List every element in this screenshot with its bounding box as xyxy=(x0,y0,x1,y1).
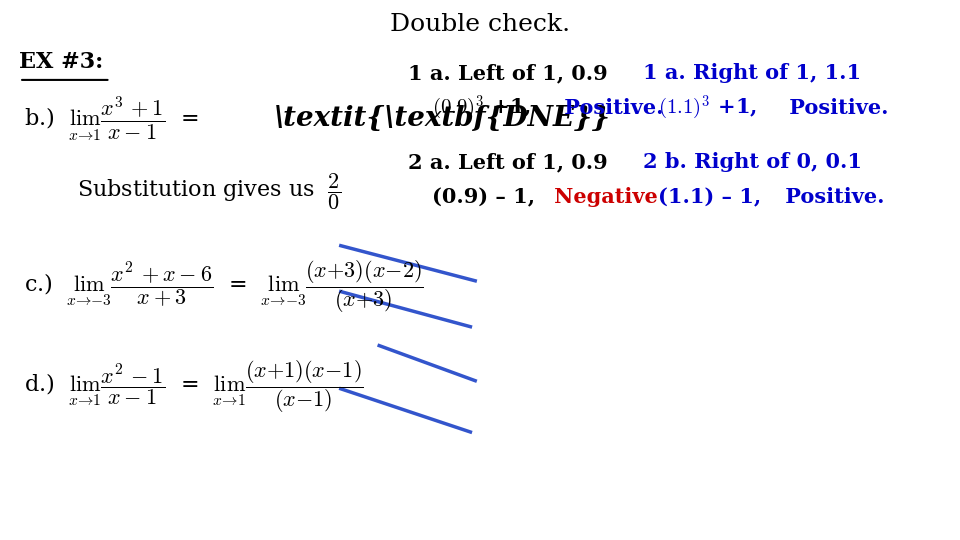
Text: $(1.1)^3$ +1,: $(1.1)^3$ +1, xyxy=(658,94,756,122)
Text: \textit{\textbf{DNE}}: \textit{\textbf{DNE}} xyxy=(274,105,611,132)
Text: EX #3:: EX #3: xyxy=(19,51,104,73)
Text: (0.9) – 1,: (0.9) – 1, xyxy=(432,187,535,207)
Text: (1.1) – 1,: (1.1) – 1, xyxy=(658,187,760,207)
Text: b.)  $\lim_{x \to 1} \dfrac{x^3+1}{x-1}$  =: b.) $\lim_{x \to 1} \dfrac{x^3+1}{x-1}$ … xyxy=(24,94,199,143)
Text: $(0.9)^3$ +1,: $(0.9)^3$ +1, xyxy=(432,94,531,122)
Text: 2 b. Right of 0, 0.1: 2 b. Right of 0, 0.1 xyxy=(643,152,862,172)
Text: d.)  $\lim_{x \to 1} \dfrac{x^2-1}{x-1}$  =  $\lim_{x \to 1} \dfrac{(x+1)(x-1)}{: d.) $\lim_{x \to 1} \dfrac{x^2-1}{x-1}$ … xyxy=(24,357,364,415)
Text: 1 a. Right of 1, 1.1: 1 a. Right of 1, 1.1 xyxy=(643,63,861,83)
Text: Double check.: Double check. xyxy=(390,13,570,36)
Text: Positive.: Positive. xyxy=(557,98,663,118)
Text: Substitution gives us  $\dfrac{2}{0}$: Substitution gives us $\dfrac{2}{0}$ xyxy=(77,171,341,212)
Text: 1 a. Left of 1, 0.9: 1 a. Left of 1, 0.9 xyxy=(408,63,608,83)
Text: c.)  $\lim_{x \to -3} \dfrac{x^2+x-6}{x+3}$  =  $\lim_{x \to -3} \dfrac{(x+3)(x-: c.) $\lim_{x \to -3} \dfrac{x^2+x-6}{x+3… xyxy=(24,258,423,315)
Text: Positive.: Positive. xyxy=(782,98,889,118)
Text: Negative: Negative xyxy=(547,187,658,207)
Text: Positive.: Positive. xyxy=(778,187,884,207)
Text: 2 a. Left of 1, 0.9: 2 a. Left of 1, 0.9 xyxy=(408,152,608,172)
